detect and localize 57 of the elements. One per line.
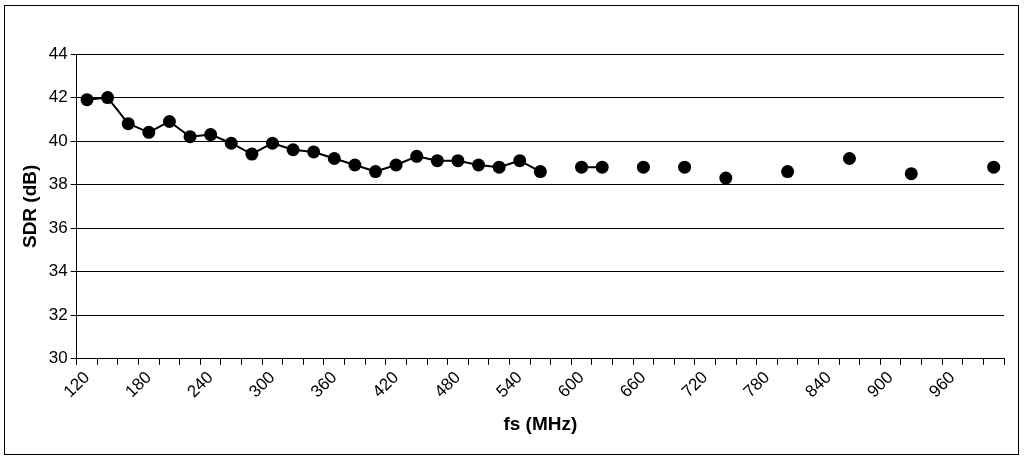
point — [80, 93, 94, 107]
point — [121, 117, 135, 131]
x-tick-label: 240 — [183, 367, 217, 402]
x-tick-label: 480 — [430, 367, 465, 402]
point — [348, 158, 362, 172]
point — [842, 151, 856, 165]
point — [492, 160, 506, 174]
x-tick-label: 840 — [801, 367, 835, 402]
x-tick-label: 660 — [616, 367, 650, 402]
x-tick-label: 300 — [245, 367, 279, 402]
point — [224, 136, 238, 150]
x-tick-label: 420 — [368, 367, 403, 402]
point — [389, 158, 403, 172]
point — [430, 154, 444, 168]
y-tick-label: 38 — [48, 174, 68, 194]
point — [719, 171, 733, 185]
x-tick-label: 900 — [863, 367, 897, 402]
point — [472, 158, 486, 172]
y-tick-label: 30 — [48, 348, 68, 368]
y-tick-label: 34 — [48, 261, 68, 281]
point — [451, 154, 465, 168]
point — [781, 165, 795, 179]
point — [595, 160, 609, 174]
point — [101, 91, 115, 105]
x-tick-label: 180 — [121, 367, 155, 402]
y-tick-label: 40 — [48, 130, 68, 150]
point — [307, 145, 321, 159]
point — [327, 151, 341, 165]
point — [142, 125, 156, 139]
point — [533, 165, 547, 179]
x-tick-label: 780 — [739, 367, 774, 402]
x-axis-title: fs (MHz) — [503, 412, 578, 434]
point — [636, 160, 650, 174]
point — [678, 160, 692, 174]
y-axis-title: SDR (dB) — [18, 164, 40, 249]
y-tick-label: 32 — [48, 304, 68, 324]
y-tick-label: 44 — [48, 43, 68, 63]
point — [265, 136, 279, 150]
point — [183, 130, 197, 144]
point — [204, 128, 218, 142]
x-tick-label: 120 — [59, 367, 94, 402]
x-tick-label: 360 — [306, 367, 341, 402]
point — [245, 147, 259, 161]
x-tick-label: 600 — [554, 367, 588, 402]
y-tick-label: 36 — [48, 217, 68, 237]
point — [513, 154, 527, 168]
y-tick-label: 42 — [48, 87, 68, 107]
point — [162, 114, 176, 128]
point — [286, 143, 300, 157]
point — [987, 160, 1001, 174]
x-tick-label: 720 — [677, 367, 712, 402]
point — [369, 165, 382, 179]
x-tick-label: 540 — [492, 367, 526, 402]
x-tick-label: 960 — [925, 367, 959, 402]
point — [904, 167, 918, 181]
point — [575, 160, 589, 174]
point — [410, 149, 424, 163]
